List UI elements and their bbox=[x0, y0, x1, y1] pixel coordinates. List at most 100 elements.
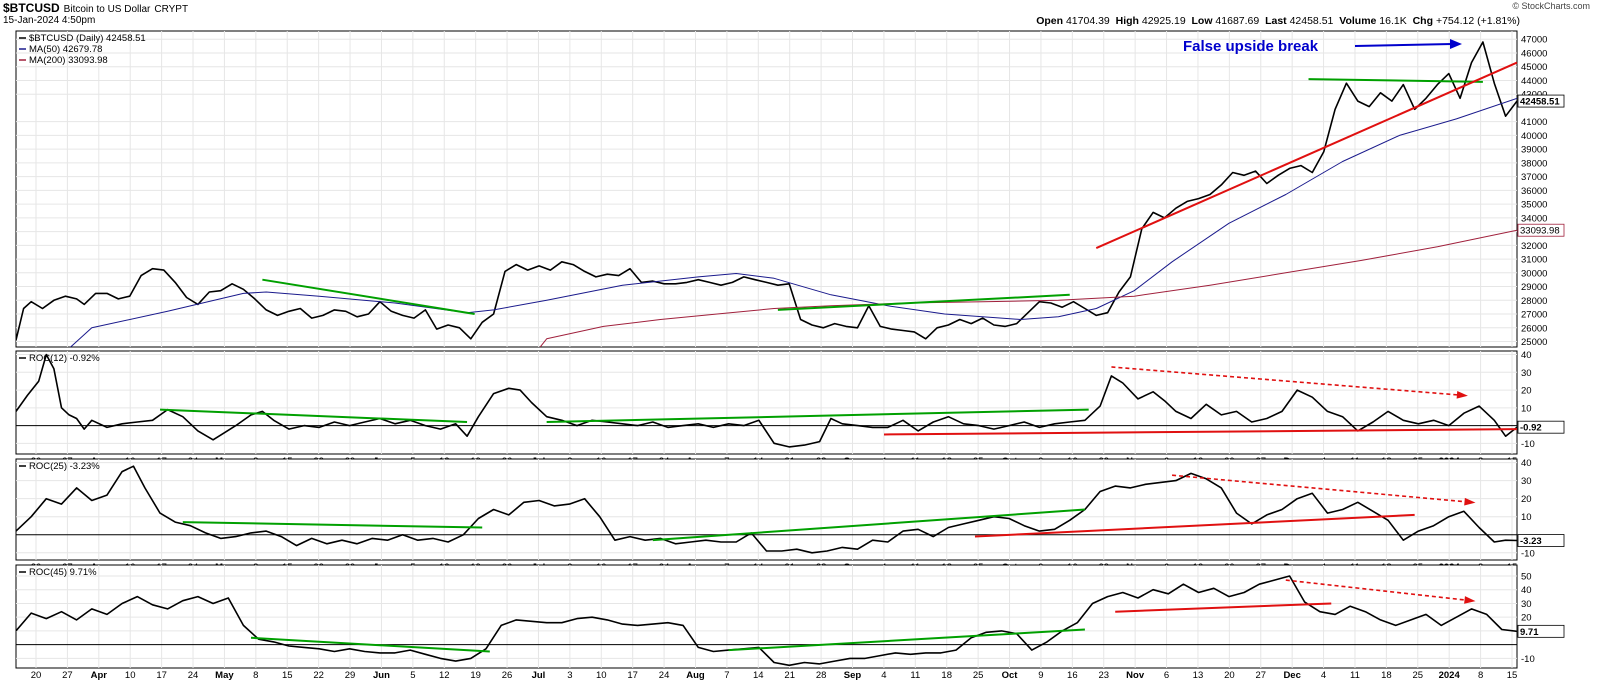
last-value-label: -0.92 bbox=[1520, 423, 1542, 434]
x-tick-label: Jun bbox=[373, 670, 390, 681]
y-tick-label: 28000 bbox=[1521, 296, 1547, 307]
legend-entry: ROC(25) -3.23% bbox=[29, 461, 100, 472]
y-tick-label: 40 bbox=[1521, 458, 1532, 469]
high-label: High bbox=[1115, 15, 1139, 27]
roc45-panel: -10 10 20 30 40 50 ROC(45) 9.71% 9.71 20 27 Apr 10 1… bbox=[15, 564, 1565, 681]
red-arrowhead bbox=[1456, 391, 1468, 399]
y-tick-label: 38000 bbox=[1521, 158, 1547, 169]
green-trendline bbox=[652, 508, 1085, 542]
x-tick-label: 16 bbox=[1067, 670, 1078, 681]
x-tick-label: 18 bbox=[941, 670, 952, 681]
y-tick-label: 29000 bbox=[1521, 282, 1547, 293]
annotation-arrowhead bbox=[1450, 39, 1462, 49]
y-tick-label: 27000 bbox=[1521, 310, 1547, 321]
x-tick-label: 6 bbox=[1164, 670, 1169, 681]
green-trendline bbox=[262, 278, 475, 316]
x-tick-label: 27 bbox=[1255, 670, 1266, 681]
y-tick-label: 30 bbox=[1521, 368, 1532, 379]
x-tick-label: Jul bbox=[532, 670, 546, 681]
legend-entry: $BTCUSD (Daily) 42458.51 bbox=[29, 33, 146, 44]
x-tick-label: 3 bbox=[567, 670, 572, 681]
x-tick-label: 24 bbox=[188, 670, 199, 681]
x-tick-label: 25 bbox=[973, 670, 984, 681]
x-tick-label: 13 bbox=[1193, 670, 1204, 681]
high-value: 42925.19 bbox=[1141, 15, 1186, 27]
x-tick-label: 12 bbox=[439, 670, 450, 681]
x-tick-label: Aug bbox=[686, 670, 705, 681]
x-tick-label: 4 bbox=[1321, 670, 1326, 681]
x-tick-label: 11 bbox=[910, 670, 920, 681]
y-tick-label: -10 bbox=[1521, 654, 1535, 665]
red-trendline bbox=[1115, 602, 1332, 613]
last-value-tag bbox=[1517, 624, 1565, 638]
green-trendline bbox=[182, 521, 483, 529]
y-tick-label: 20 bbox=[1521, 494, 1532, 505]
symbol-description: Bitcoin to US Dollar bbox=[63, 4, 151, 15]
y-tick-label: 40000 bbox=[1521, 131, 1547, 142]
x-tick-label: 22 bbox=[313, 670, 324, 681]
x-tick-label: 14 bbox=[753, 670, 764, 681]
chart-date: 15-Jan-2024 4:50pm bbox=[3, 15, 96, 26]
last-value-label: 42458.51 bbox=[1520, 97, 1560, 108]
x-tick-label: 5 bbox=[410, 670, 415, 681]
y-tick-label: 32000 bbox=[1521, 241, 1547, 252]
y-tick-label: 30 bbox=[1521, 476, 1532, 487]
x-tick-label: Nov bbox=[1126, 670, 1145, 681]
volume-label: Volume bbox=[1339, 15, 1377, 27]
x-tick-label: 24 bbox=[659, 670, 670, 681]
red-arrowhead bbox=[1464, 497, 1476, 506]
low-label: Low bbox=[1191, 15, 1213, 27]
roc12-line bbox=[16, 353, 1517, 448]
x-tick-label: 25 bbox=[1412, 670, 1423, 681]
y-tick-label: 10 bbox=[1521, 512, 1532, 523]
red-trendline bbox=[1095, 61, 1518, 249]
x-tick-label: Dec bbox=[1283, 670, 1300, 681]
last-value: 42458.51 bbox=[1289, 15, 1334, 27]
y-tick-label: 47000 bbox=[1521, 35, 1547, 46]
y-tick-label: -10 bbox=[1521, 439, 1535, 450]
x-tick-label: 8 bbox=[1478, 670, 1483, 681]
y-tick-label: 40 bbox=[1521, 585, 1532, 596]
dashed-red-trendline bbox=[1111, 366, 1464, 397]
y-tick-label: 25000 bbox=[1521, 337, 1547, 348]
x-tick-label: Sep bbox=[844, 670, 862, 681]
low-value: 41687.69 bbox=[1215, 15, 1260, 27]
last-value-tag bbox=[1517, 420, 1565, 434]
chg-value: +754.12 (+1.81%) bbox=[1435, 15, 1520, 27]
symbol-title: $BTCUSD Bitcoin to US Dollar CRYPT bbox=[3, 1, 189, 15]
y-tick-label: 36000 bbox=[1521, 186, 1547, 197]
ma200-value-label: 33093.98 bbox=[1520, 226, 1560, 237]
annotation-arrow-line bbox=[1354, 43, 1453, 47]
x-tick-label: 10 bbox=[125, 670, 136, 681]
roc12-frame bbox=[15, 350, 1518, 455]
ohlc-readout: Open 41704.39 High 42925.19 Low 41687.69… bbox=[1036, 15, 1520, 27]
y-tick-label: 30000 bbox=[1521, 268, 1547, 279]
x-tick-label: 7 bbox=[724, 670, 729, 681]
y-tick-label: 35000 bbox=[1521, 200, 1547, 211]
y-tick-label: 20 bbox=[1521, 386, 1532, 397]
x-tick-label: 2024 bbox=[1439, 670, 1461, 681]
x-tick-label: 26 bbox=[502, 670, 513, 681]
y-tick-label: 44000 bbox=[1521, 76, 1547, 87]
y-tick-label: -10 bbox=[1521, 548, 1535, 559]
legend-entry: MA(200) 33093.98 bbox=[29, 55, 108, 66]
y-tick-label: 50 bbox=[1521, 571, 1532, 582]
y-tick-label: 34000 bbox=[1521, 213, 1547, 224]
price-line bbox=[16, 41, 1517, 341]
y-tick-label: 37000 bbox=[1521, 172, 1547, 183]
green-trendline bbox=[1308, 78, 1483, 83]
x-tick-label: 21 bbox=[784, 670, 795, 681]
x-tick-label: Apr bbox=[91, 670, 108, 681]
y-tick-label: 31000 bbox=[1521, 255, 1547, 266]
legend-entry: ROC(12) -0.92% bbox=[29, 353, 100, 364]
roc45-line bbox=[16, 575, 1517, 667]
x-tick-label: Oct bbox=[1002, 670, 1019, 681]
last-value-label: 9.71 bbox=[1520, 627, 1539, 638]
x-tick-label: 27 bbox=[62, 670, 73, 681]
open-label: Open bbox=[1036, 15, 1064, 27]
y-tick-label: 41000 bbox=[1521, 117, 1547, 128]
red-trendline bbox=[883, 428, 1518, 436]
green-trendline bbox=[159, 408, 468, 424]
